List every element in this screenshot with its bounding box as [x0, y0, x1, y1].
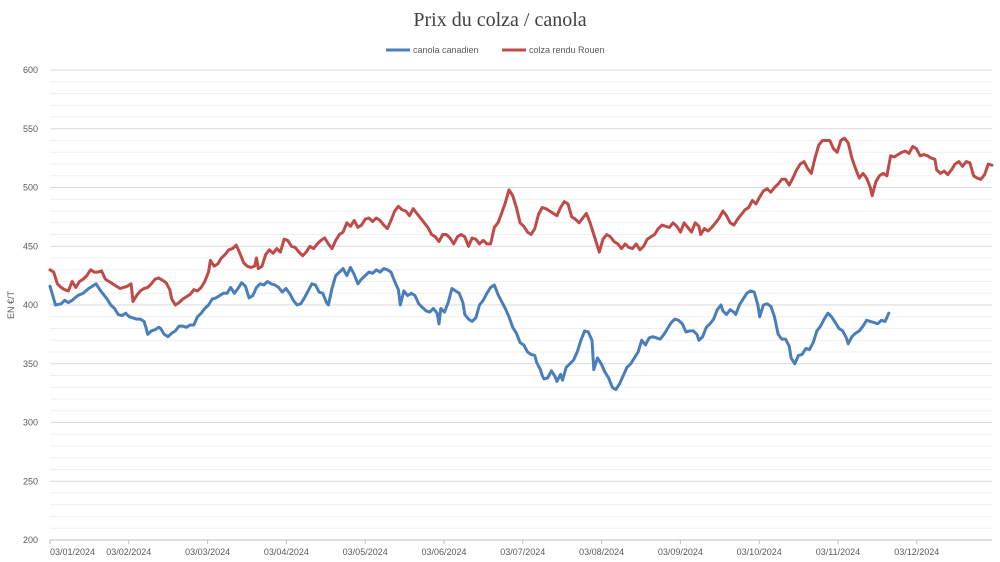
x-tick-label: 03/08/2024	[579, 547, 624, 557]
x-tick-label: 03/04/2024	[264, 547, 309, 557]
y-tick-label: 550	[23, 124, 38, 134]
y-tick-label: 450	[23, 241, 38, 251]
x-tick-label: 03/05/2024	[343, 547, 388, 557]
x-tick-label: 03/07/2024	[500, 547, 545, 557]
y-tick-label: 200	[23, 535, 38, 545]
legend-label-colza: colza rendu Rouen	[529, 45, 605, 55]
legend: canola canadien colza rendu Rouen	[386, 45, 605, 55]
y-tick-label: 300	[23, 418, 38, 428]
series-line-colza-rendu-rouen	[48, 136, 994, 307]
y-tick-label: 600	[23, 65, 38, 75]
x-tick-label: 03/06/2024	[421, 547, 466, 557]
gridlines	[50, 69, 992, 541]
chart-title: Prix du colza / canola	[413, 9, 586, 31]
x-tick-label: 03/11/2024	[816, 547, 860, 557]
y-tick-label: 250	[23, 476, 38, 486]
x-tick-label: 03/12/2024	[894, 547, 939, 557]
x-tick-label: 03/01/2024	[50, 547, 95, 557]
y-tick-label: 500	[23, 183, 38, 193]
y-tick-label: 350	[23, 359, 38, 369]
x-tick-label: 03/09/2024	[658, 547, 703, 557]
x-tick-label: 03/02/2024	[106, 547, 151, 557]
y-tick-label: 400	[23, 300, 38, 310]
series-lines	[48, 136, 994, 392]
x-tick-label: 03/03/2024	[185, 547, 230, 557]
series-line-canola-canadien	[48, 265, 891, 392]
x-tick-label: 03/10/2024	[737, 547, 782, 557]
y-axis-label: EN €/T	[6, 290, 16, 319]
y-axis-ticks: 200 250 300 350 400 450 500 550 600	[23, 65, 38, 545]
legend-label-canola: canola canadien	[413, 45, 479, 55]
x-axis-ticks: 03/01/2024 03/02/2024 03/03/2024 03/04/2024…	[49, 540, 939, 557]
